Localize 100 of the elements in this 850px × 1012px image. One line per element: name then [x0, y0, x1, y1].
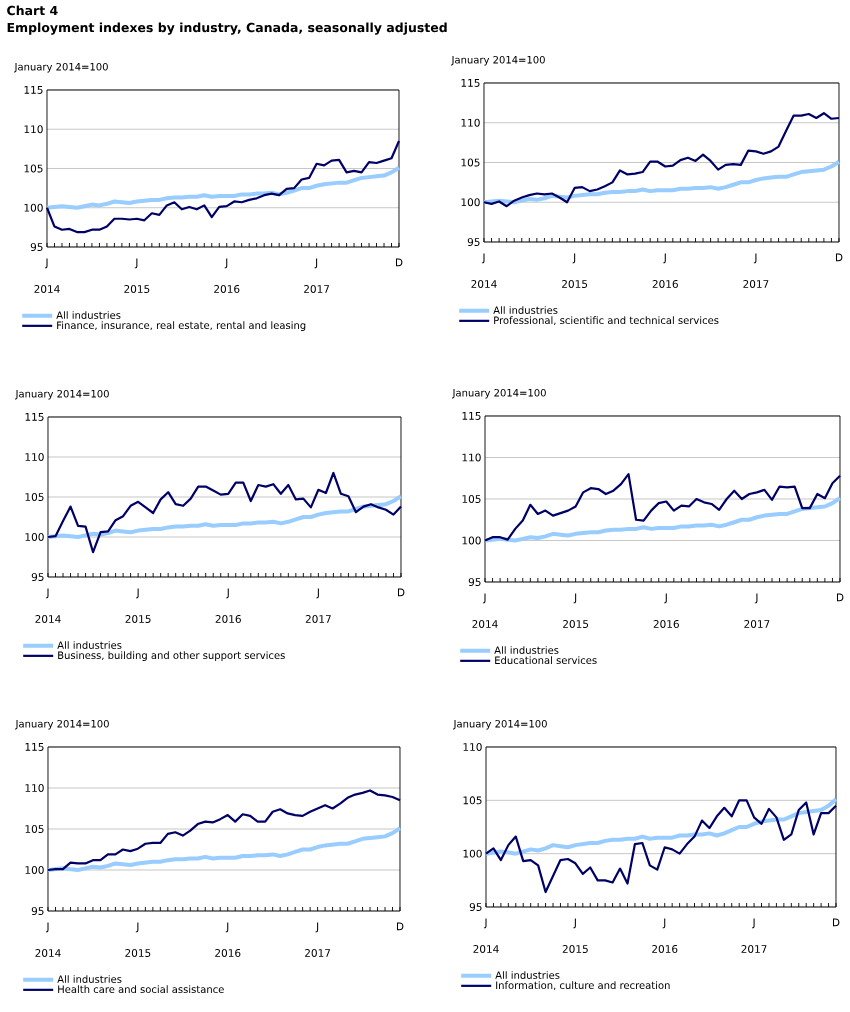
y-tick-label: 110	[24, 125, 43, 134]
text: 2017	[305, 615, 331, 623]
chart-title: Chart 4	[7, 5, 58, 16]
text: 2016	[215, 949, 241, 957]
x-tick-label: J	[44, 258, 48, 269]
y-tick-label: 115	[461, 79, 480, 87]
legend-label: Business, building and other support services	[58, 651, 285, 661]
x-tick-label: J	[226, 588, 229, 599]
x-tick-label: J	[751, 918, 755, 929]
x-tick-label: J	[481, 253, 485, 264]
text: 2015	[124, 285, 150, 293]
legend-label: Educational services	[495, 656, 597, 665]
x-tick-label: D	[832, 918, 840, 927]
x-tick-label: D	[395, 258, 403, 267]
x-tick-label: J	[315, 922, 319, 933]
line-series	[482, 112, 841, 208]
x-tick-label: J	[134, 258, 138, 269]
y-tick-label: 100	[25, 866, 44, 874]
y-tick-label: 110	[462, 453, 481, 462]
y-tick-label: 95	[31, 573, 44, 581]
y-tick-label: 105	[25, 825, 44, 833]
text: 2014	[35, 949, 61, 957]
x-tick-label: J	[45, 588, 49, 599]
x-tick-label: J	[573, 918, 576, 929]
chart-subtitle: Employment indexes by industry, Canada, seasonally adjusted	[7, 22, 447, 35]
y-tick-label: 110	[463, 743, 482, 751]
y-tick-label: 105	[25, 493, 44, 501]
legend-label: All industries	[56, 311, 121, 319]
x-tick-label: J	[483, 918, 487, 929]
y-tick-label: 110	[25, 784, 44, 792]
x-tick-label: J	[314, 258, 318, 269]
text: 2015	[563, 620, 589, 628]
y-tick-label: 95	[30, 243, 43, 251]
y-axis-title: January 2014=100	[14, 62, 108, 73]
x-tick-label: J	[224, 258, 228, 269]
y-tick-label: 115	[24, 86, 43, 94]
y-tick-label: 95	[469, 903, 482, 911]
y-tick-label: 105	[462, 495, 481, 503]
text: 2016	[652, 280, 678, 288]
legend-label: Health care and social assistance	[58, 985, 224, 994]
x-tick-label: D	[396, 922, 404, 931]
legend-label: All industries	[57, 641, 122, 649]
text: 2017	[744, 620, 770, 628]
x-tick-label: J	[572, 253, 576, 264]
text: 2015	[125, 615, 151, 623]
text: 2017	[741, 945, 767, 953]
x-tick-label: D	[835, 253, 843, 262]
y-tick-label: 100	[462, 536, 481, 545]
line-series	[46, 789, 402, 872]
y-tick-label: 100	[461, 198, 480, 207]
y-tick-label: 100	[24, 203, 43, 212]
text: 2017	[743, 280, 769, 288]
x-tick-label: J	[754, 593, 758, 604]
line-series	[45, 139, 401, 234]
text: 2017	[305, 949, 331, 957]
text: 2014	[34, 285, 60, 293]
x-tick-label: D	[836, 593, 844, 602]
x-tick-label: J	[316, 588, 319, 599]
x-tick-label: J	[662, 918, 666, 929]
legend-label: Finance, insurance, real estate, rental and leasing	[57, 321, 306, 331]
text: 2016	[215, 615, 241, 623]
x-tick-label: J	[136, 588, 139, 599]
y-tick-label: 115	[25, 743, 44, 751]
text: 2015	[562, 945, 588, 953]
text: 2015	[125, 949, 151, 957]
y-axis-title: January 2014=100	[451, 55, 545, 66]
text: 2016	[214, 285, 240, 293]
legend-label: All industries	[494, 646, 559, 654]
y-tick-label: 115	[462, 412, 481, 420]
text: 2014	[472, 620, 498, 628]
text: 2014	[35, 615, 61, 623]
line-series	[46, 471, 403, 554]
y-tick-label: 100	[25, 533, 44, 541]
y-tick-label: 105	[463, 796, 482, 805]
x-tick-label: J	[663, 253, 666, 264]
y-tick-label: 110	[461, 118, 480, 127]
line-series	[483, 473, 842, 542]
y-tick-label: 105	[461, 158, 480, 167]
text: 2016	[652, 945, 678, 953]
y-tick-label: 95	[31, 907, 44, 915]
text: 2017	[304, 285, 330, 293]
y-axis-title: January 2014=100	[15, 719, 109, 730]
x-tick-label: J	[225, 922, 229, 933]
x-tick-label: J	[482, 593, 486, 604]
text: 2014	[471, 280, 497, 288]
legend-label: Information, culture and recreation	[496, 981, 670, 991]
y-tick-label: 95	[468, 578, 481, 586]
y-tick-label: 95	[467, 238, 480, 246]
legend-label: Professional, scientific and technical services	[494, 316, 719, 326]
text: 2016	[653, 620, 679, 628]
y-tick-label: 100	[463, 849, 482, 858]
legend-label: All industries	[493, 306, 558, 314]
x-tick-label: J	[573, 593, 577, 604]
legend-label: All industries	[495, 971, 560, 979]
x-tick-label: J	[135, 922, 139, 933]
x-tick-label: D	[397, 588, 405, 597]
x-tick-label: J	[45, 922, 49, 933]
y-tick-label: 105	[24, 164, 43, 173]
x-tick-label: J	[753, 253, 757, 264]
x-tick-label: J	[664, 593, 667, 604]
